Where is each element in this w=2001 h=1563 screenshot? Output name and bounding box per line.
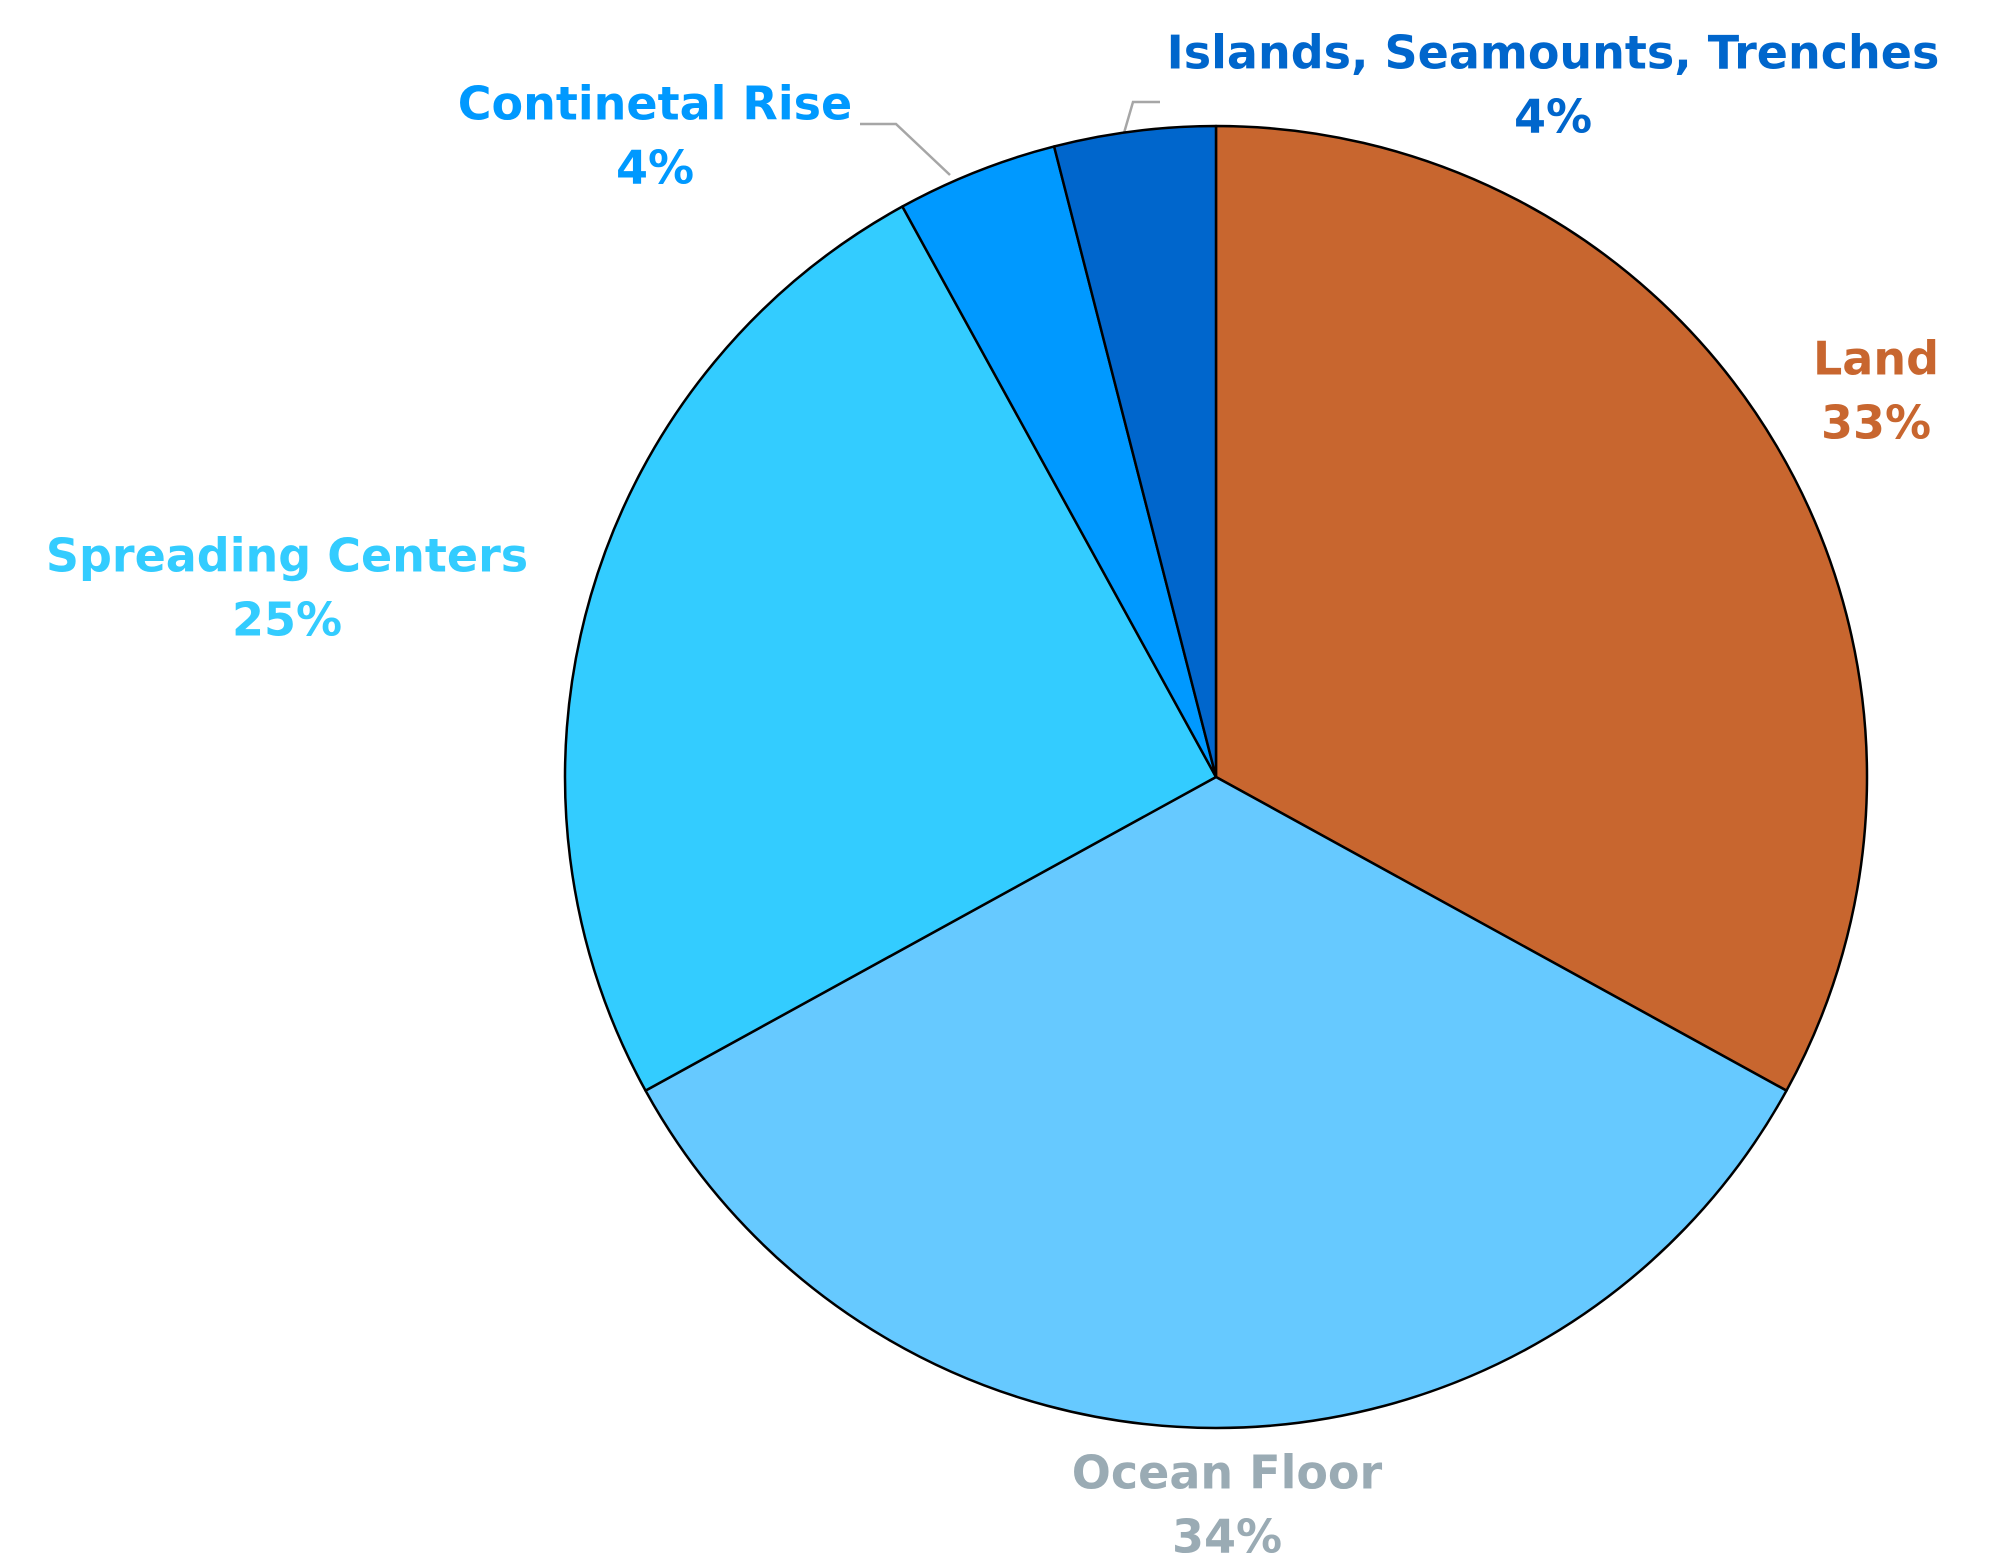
slice-value-label: 25% bbox=[232, 593, 342, 647]
pie-slice bbox=[644, 775, 1788, 1430]
slice-value-label: 4% bbox=[616, 141, 694, 195]
slice-label: Continetal Rise bbox=[458, 77, 852, 131]
slice-value-label: 33% bbox=[1821, 396, 1931, 450]
leader-line bbox=[860, 122, 951, 176]
slice-label: Land bbox=[1813, 332, 1939, 386]
slice-label: Ocean Floor bbox=[1072, 1446, 1383, 1500]
slice-value-label: 4% bbox=[1514, 90, 1592, 144]
pie-slice bbox=[1214, 124, 1869, 1092]
slice-value-label: 34% bbox=[1172, 1510, 1282, 1563]
slice-label: Islands, Seamounts, Trenches bbox=[1167, 26, 1940, 80]
pie-slice bbox=[563, 205, 1218, 1092]
leader-line bbox=[1122, 100, 1160, 134]
slice-label: Spreading Centers bbox=[46, 529, 528, 583]
pie-slice bbox=[1052, 124, 1218, 779]
